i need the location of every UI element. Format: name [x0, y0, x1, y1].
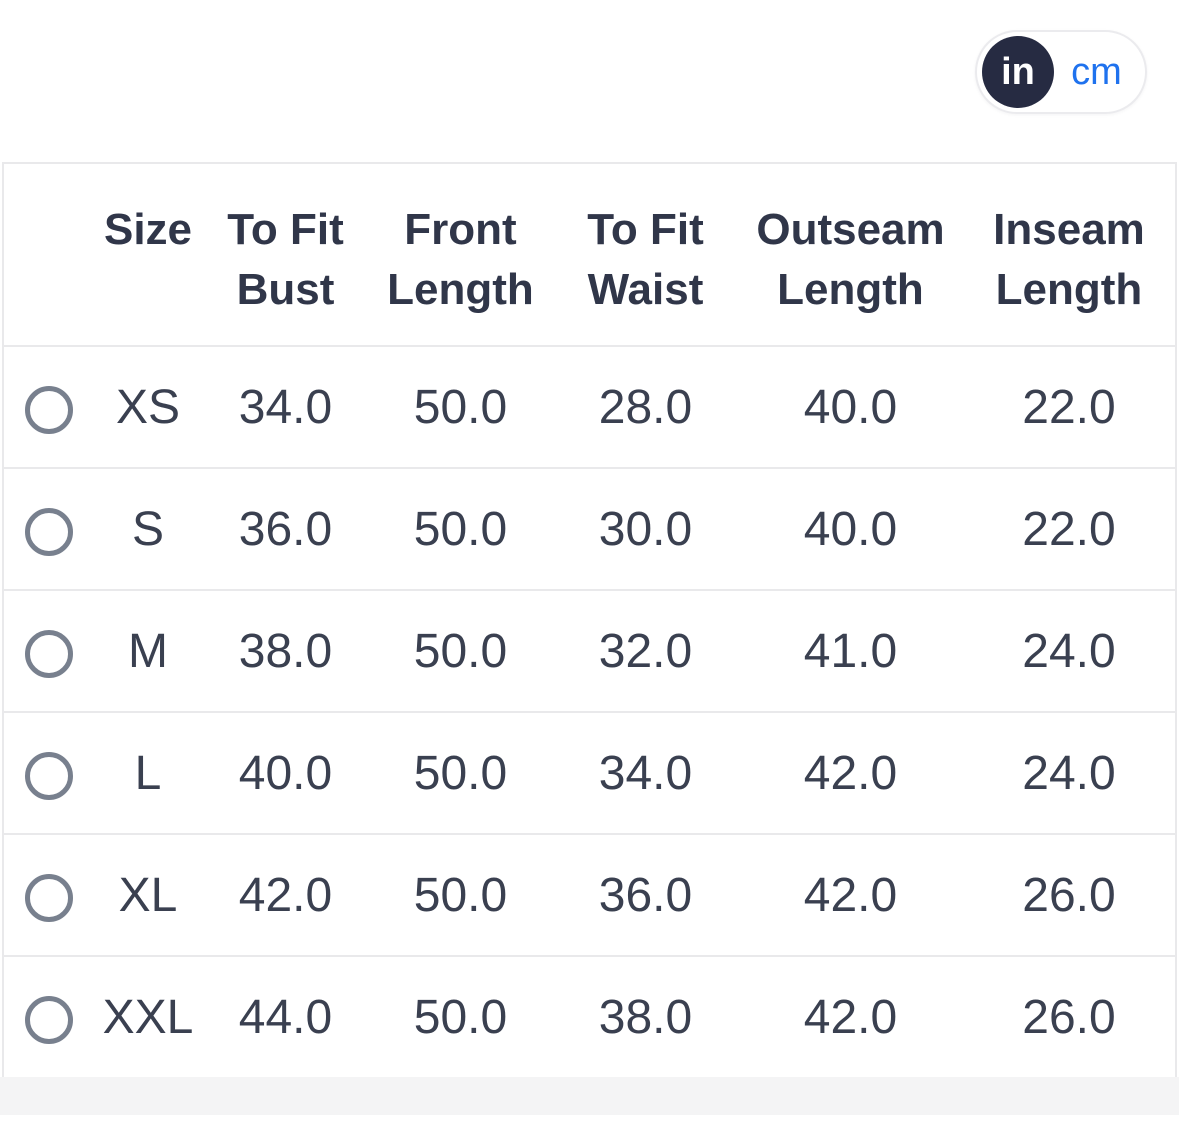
- table-row: XL 42.0 50.0 36.0 42.0 26.0: [3, 833, 1176, 956]
- size-radio-xxl[interactable]: [24, 995, 73, 1044]
- to-fit-waist-value: 38.0: [553, 955, 738, 1078]
- table-row: L 40.0 50.0 34.0 42.0 24.0: [3, 711, 1176, 834]
- radio-cell: [3, 589, 93, 712]
- to-fit-bust-value: 38.0: [203, 589, 368, 712]
- to-fit-bust-value: 34.0: [203, 345, 368, 468]
- table-row: M 38.0 50.0 32.0 41.0 24.0: [3, 589, 1176, 712]
- header-row: Size To Fit Bust Front Length To Fit Wai…: [3, 163, 1176, 346]
- radio-cell: [3, 833, 93, 956]
- unit-option-in[interactable]: in: [982, 36, 1054, 108]
- unit-toggle[interactable]: in cm: [975, 30, 1147, 114]
- col-header-line: Front: [404, 205, 517, 254]
- size-chart: Size To Fit Bust Front Length To Fit Wai…: [2, 162, 1177, 1079]
- col-header-line: Size: [103, 205, 193, 254]
- to-fit-bust-value: 42.0: [203, 833, 368, 956]
- inseam-length-value: 26.0: [963, 833, 1176, 956]
- col-header-inseam-length: Inseam Length: [963, 163, 1176, 346]
- outseam-length-value: 42.0: [738, 711, 963, 834]
- outseam-length-value: 40.0: [738, 467, 963, 590]
- col-header-line: Bust: [236, 265, 335, 314]
- to-fit-waist-value: 30.0: [553, 467, 738, 590]
- inseam-length-value: 26.0: [963, 955, 1176, 1078]
- size-radio-l[interactable]: [24, 751, 73, 800]
- front-length-value: 50.0: [368, 833, 553, 956]
- col-header-line: Waist: [587, 265, 704, 314]
- to-fit-waist-value: 32.0: [553, 589, 738, 712]
- col-header-front-length: Front Length: [368, 163, 553, 346]
- col-header-size: Size: [93, 163, 203, 346]
- table-row: XXL 44.0 50.0 38.0 42.0 26.0: [3, 955, 1176, 1078]
- size-label: L: [93, 711, 203, 834]
- size-radio-xl[interactable]: [24, 873, 73, 922]
- col-header-line: Outseam: [756, 205, 945, 254]
- size-label: XXL: [93, 955, 203, 1078]
- col-header-line: Length: [995, 265, 1143, 314]
- size-radio-m[interactable]: [24, 629, 73, 678]
- col-header-line: Length: [387, 265, 534, 314]
- col-header-line: Inseam: [993, 205, 1145, 254]
- col-header-to-fit-bust: To Fit Bust: [203, 163, 368, 346]
- size-radio-xs[interactable]: [24, 385, 73, 434]
- inseam-length-value: 22.0: [963, 345, 1176, 468]
- radio-cell: [3, 345, 93, 468]
- col-header-line: To Fit: [587, 205, 704, 254]
- radio-cell: [3, 711, 93, 834]
- radio-column-header: [3, 163, 93, 346]
- to-fit-bust-value: 44.0: [203, 955, 368, 1078]
- table-row: XS 34.0 50.0 28.0 40.0 22.0: [3, 345, 1176, 468]
- size-label: XS: [93, 345, 203, 468]
- outseam-length-value: 42.0: [738, 833, 963, 956]
- bottom-strip: [0, 1077, 1179, 1115]
- outseam-length-value: 40.0: [738, 345, 963, 468]
- front-length-value: 50.0: [368, 467, 553, 590]
- size-label: XL: [93, 833, 203, 956]
- inseam-length-value: 22.0: [963, 467, 1176, 590]
- front-length-value: 50.0: [368, 711, 553, 834]
- col-header-line: Length: [777, 265, 924, 314]
- unit-option-cm[interactable]: cm: [1071, 50, 1122, 93]
- front-length-value: 50.0: [368, 345, 553, 468]
- size-radio-s[interactable]: [24, 507, 73, 556]
- table-row: S 36.0 50.0 30.0 40.0 22.0: [3, 467, 1176, 590]
- col-header-line: To Fit: [227, 205, 344, 254]
- front-length-value: 50.0: [368, 955, 553, 1078]
- outseam-length-value: 41.0: [738, 589, 963, 712]
- to-fit-bust-value: 36.0: [203, 467, 368, 590]
- col-header-outseam-length: Outseam Length: [738, 163, 963, 346]
- size-chart-table: Size To Fit Bust Front Length To Fit Wai…: [2, 162, 1177, 1079]
- outseam-length-value: 42.0: [738, 955, 963, 1078]
- to-fit-waist-value: 34.0: [553, 711, 738, 834]
- to-fit-bust-value: 40.0: [203, 711, 368, 834]
- size-label: M: [93, 589, 203, 712]
- to-fit-waist-value: 36.0: [553, 833, 738, 956]
- inseam-length-value: 24.0: [963, 589, 1176, 712]
- radio-cell: [3, 955, 93, 1078]
- to-fit-waist-value: 28.0: [553, 345, 738, 468]
- size-label: S: [93, 467, 203, 590]
- col-header-to-fit-waist: To Fit Waist: [553, 163, 738, 346]
- radio-cell: [3, 467, 93, 590]
- front-length-value: 50.0: [368, 589, 553, 712]
- inseam-length-value: 24.0: [963, 711, 1176, 834]
